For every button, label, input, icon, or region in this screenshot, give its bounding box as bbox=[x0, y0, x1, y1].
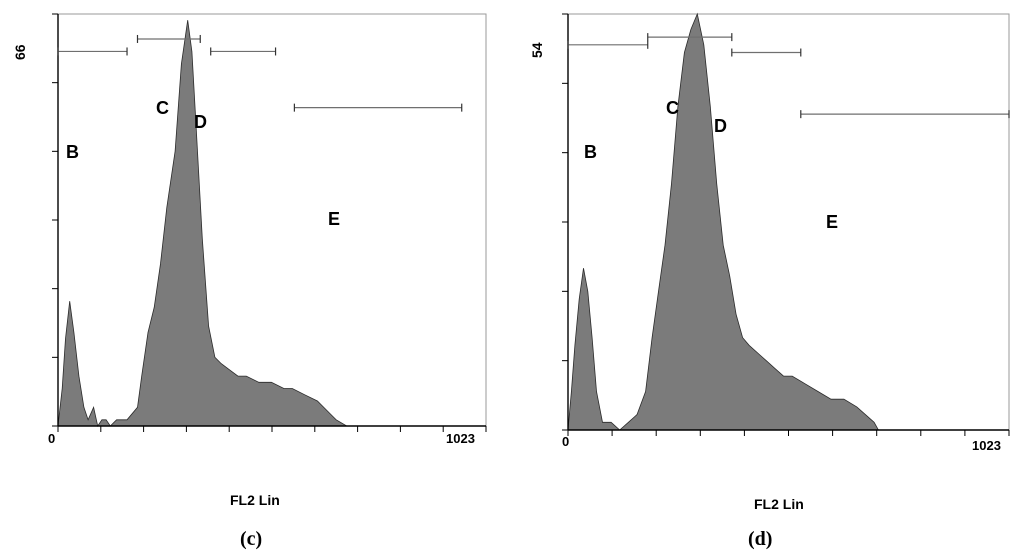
x-tick-label-min: 0 bbox=[48, 431, 56, 446]
gate-label-e: E bbox=[328, 209, 341, 229]
panel-label: (d) bbox=[748, 528, 773, 550]
gate-label-d: D bbox=[714, 116, 727, 136]
plot-frame bbox=[567, 13, 1010, 431]
histogram-area bbox=[57, 20, 486, 427]
x-tick-label-min: 0 bbox=[562, 434, 570, 449]
x-tick-label-max: 1023 bbox=[446, 431, 475, 446]
gate-label-b: B bbox=[66, 142, 79, 162]
panel-label: (c) bbox=[240, 528, 263, 550]
plot-frame bbox=[57, 13, 487, 427]
x-tick-label-max: 1023 bbox=[972, 438, 1001, 453]
y-axis-top-label: 54 bbox=[529, 42, 545, 58]
histogram-d-svg bbox=[562, 12, 1010, 436]
histogram-area bbox=[567, 12, 1009, 431]
gate-label-d: D bbox=[194, 112, 207, 132]
gate-label-e: E bbox=[826, 212, 839, 232]
x-axis-label: FL2 Lin bbox=[230, 492, 280, 508]
y-axis-top-label: 66 bbox=[12, 44, 28, 60]
histogram-panel-d: 54 0 1023 FL2 Lin (d) B C D E bbox=[512, 0, 1024, 558]
gate-label-b: B bbox=[584, 142, 597, 162]
histogram-c-svg bbox=[52, 13, 487, 432]
gate-label-c: C bbox=[156, 98, 169, 118]
gate-label-c: C bbox=[666, 98, 679, 118]
histogram-panel-c: 66 0 1023 FL2 Lin (c) B C D E bbox=[12, 13, 487, 550]
x-axis-label: FL2 Lin bbox=[754, 496, 804, 512]
